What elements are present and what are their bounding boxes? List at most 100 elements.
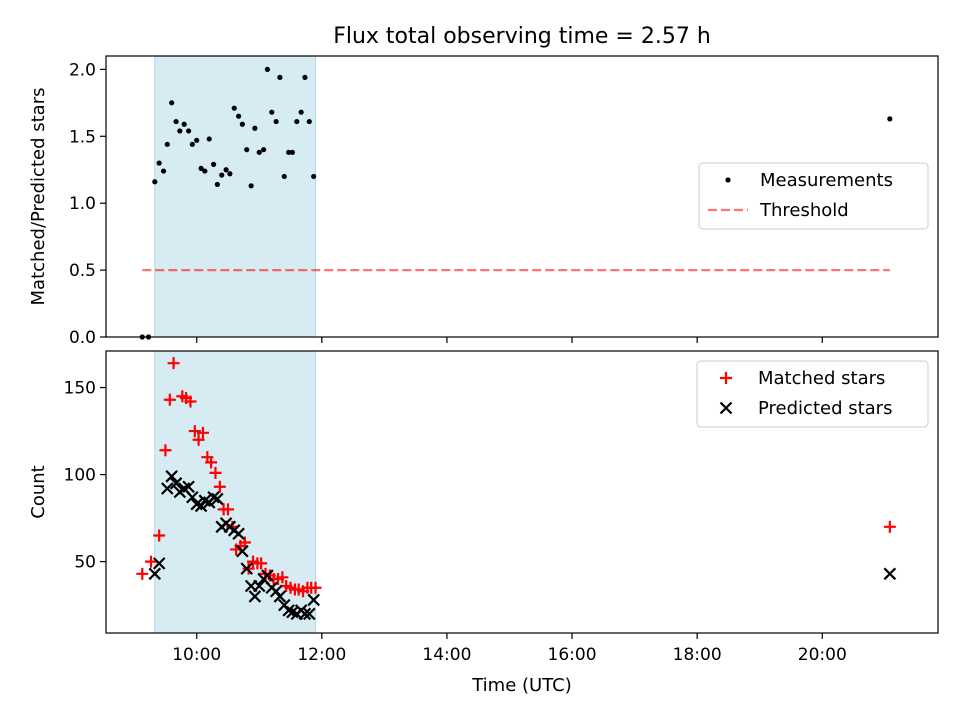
predicted-star-point xyxy=(211,492,224,506)
predicted-star-point xyxy=(232,527,245,541)
measurement-point xyxy=(210,161,217,167)
x-tick-label: 14:00 xyxy=(422,645,471,665)
legend-marker-dot xyxy=(725,177,731,183)
measurement-point xyxy=(248,183,254,189)
measurement-point xyxy=(227,171,233,177)
measurement-point xyxy=(219,172,225,178)
predicted-star-point xyxy=(298,607,312,621)
y-tick-label: 1.5 xyxy=(69,127,96,147)
measurement-point xyxy=(239,121,245,127)
measurement-point xyxy=(281,173,287,180)
panel-1-axes-frame xyxy=(105,350,939,634)
panel-0-axes-frame xyxy=(105,55,939,338)
y-tick-label: 150 xyxy=(64,379,96,399)
legend-label: Matched stars xyxy=(758,368,885,389)
observing-window-span xyxy=(154,55,317,338)
legend-label: Threshold xyxy=(759,200,849,221)
measurement-point xyxy=(244,147,250,153)
measurement-point xyxy=(173,118,179,125)
legend-box xyxy=(696,360,929,428)
predicted-star-point xyxy=(883,567,897,581)
measurement-point xyxy=(231,105,237,111)
panel-0-y-axis-label: Matched/Predicted stars xyxy=(28,88,49,306)
measurement-point xyxy=(261,147,267,153)
measurement-point xyxy=(202,168,208,174)
matched-star-point xyxy=(136,567,149,580)
legend-label: Predicted stars xyxy=(758,398,892,419)
x-tick-label: 20:00 xyxy=(798,645,847,665)
top-panel-ratio: 0.0 0.5 1.0 1.5 2.0 Matched/Predicted stars Me… xyxy=(28,55,939,348)
measurement-point xyxy=(194,137,200,143)
measurement-point xyxy=(198,165,204,171)
matched-star-point xyxy=(188,425,201,438)
predicted-star-point xyxy=(148,567,162,581)
predicted-star-point xyxy=(169,477,183,490)
measurement-point xyxy=(164,141,170,147)
matched-star-point xyxy=(159,444,172,457)
measurement-point xyxy=(277,74,283,81)
panel-1-y-axis-label: Count xyxy=(28,465,49,518)
predicted-star-point xyxy=(182,480,195,494)
legend-label: Measurements xyxy=(760,170,893,191)
y-tick-label: 50 xyxy=(74,553,96,573)
legend-box xyxy=(698,162,929,230)
predicted-star-point xyxy=(165,470,178,483)
measurement-point xyxy=(223,167,229,173)
matched-star-point xyxy=(205,456,218,469)
predicted-star-point xyxy=(307,593,320,607)
y-tick-label: 2.0 xyxy=(69,60,96,80)
matched-star-point xyxy=(196,426,209,439)
measurement-point xyxy=(302,74,308,81)
chart-title: Flux total observing time = 2.57 h xyxy=(333,24,711,49)
measurement-point xyxy=(306,118,312,125)
measurement-point xyxy=(273,118,279,125)
predicted-star-point xyxy=(303,607,316,621)
panel-1-legend: Matched stars Predicted stars xyxy=(696,360,929,428)
matched-star-point xyxy=(309,581,322,594)
predicted-star-point xyxy=(273,590,287,603)
y-tick-label: 0.0 xyxy=(69,328,96,348)
matched-star-point xyxy=(163,393,176,406)
bottom-panel-counts: 10:00 12:00 14:00 16:00 18:00 20:00 50 100 150 Co… xyxy=(28,350,939,665)
matched-star-point xyxy=(145,555,158,568)
x-tick-label: 18:00 xyxy=(673,645,722,665)
measurement-point xyxy=(264,66,270,72)
measurement-point xyxy=(185,128,192,134)
matched-star-point xyxy=(242,562,255,575)
predicted-star-point xyxy=(152,557,166,570)
measurement-point xyxy=(269,109,275,115)
measurement-point xyxy=(189,141,195,147)
x-tick-label: 10:00 xyxy=(172,645,221,665)
panel-0-legend: Measurements Threshold xyxy=(698,162,929,230)
matched-star-point xyxy=(167,357,180,370)
measurement-point xyxy=(887,116,893,122)
y-tick-label: 1.0 xyxy=(69,194,96,214)
matched-star-point xyxy=(209,466,222,479)
y-tick-label: 100 xyxy=(64,466,96,486)
matched-star-point xyxy=(153,529,166,542)
matched-star-point xyxy=(213,480,226,493)
legend-marker-x xyxy=(719,401,733,415)
x-tick-label: 16:00 xyxy=(548,645,597,665)
predicted-star-point xyxy=(240,562,254,575)
predicted-star-point xyxy=(248,590,262,603)
measurement-point xyxy=(311,173,317,180)
measurement-point xyxy=(169,100,175,106)
measurement-point xyxy=(214,181,220,188)
y-tick-label: 0.5 xyxy=(69,261,96,281)
predicted-star-point xyxy=(236,544,249,558)
predicted-star-point xyxy=(261,569,274,582)
legend-marker-plus xyxy=(720,372,732,384)
matched-star-point xyxy=(883,520,896,533)
measurement-point xyxy=(286,149,292,155)
x-tick-label: 12:00 xyxy=(297,645,346,665)
matched-star-point xyxy=(276,571,289,584)
x-axis-label: Time (UTC) xyxy=(471,675,572,696)
matched-star-point xyxy=(255,557,268,570)
measurement-point xyxy=(206,136,212,142)
measurement-point xyxy=(236,113,242,119)
predicted-star-point xyxy=(282,604,295,617)
measurement-point xyxy=(252,125,258,131)
measurement-point xyxy=(177,128,183,134)
